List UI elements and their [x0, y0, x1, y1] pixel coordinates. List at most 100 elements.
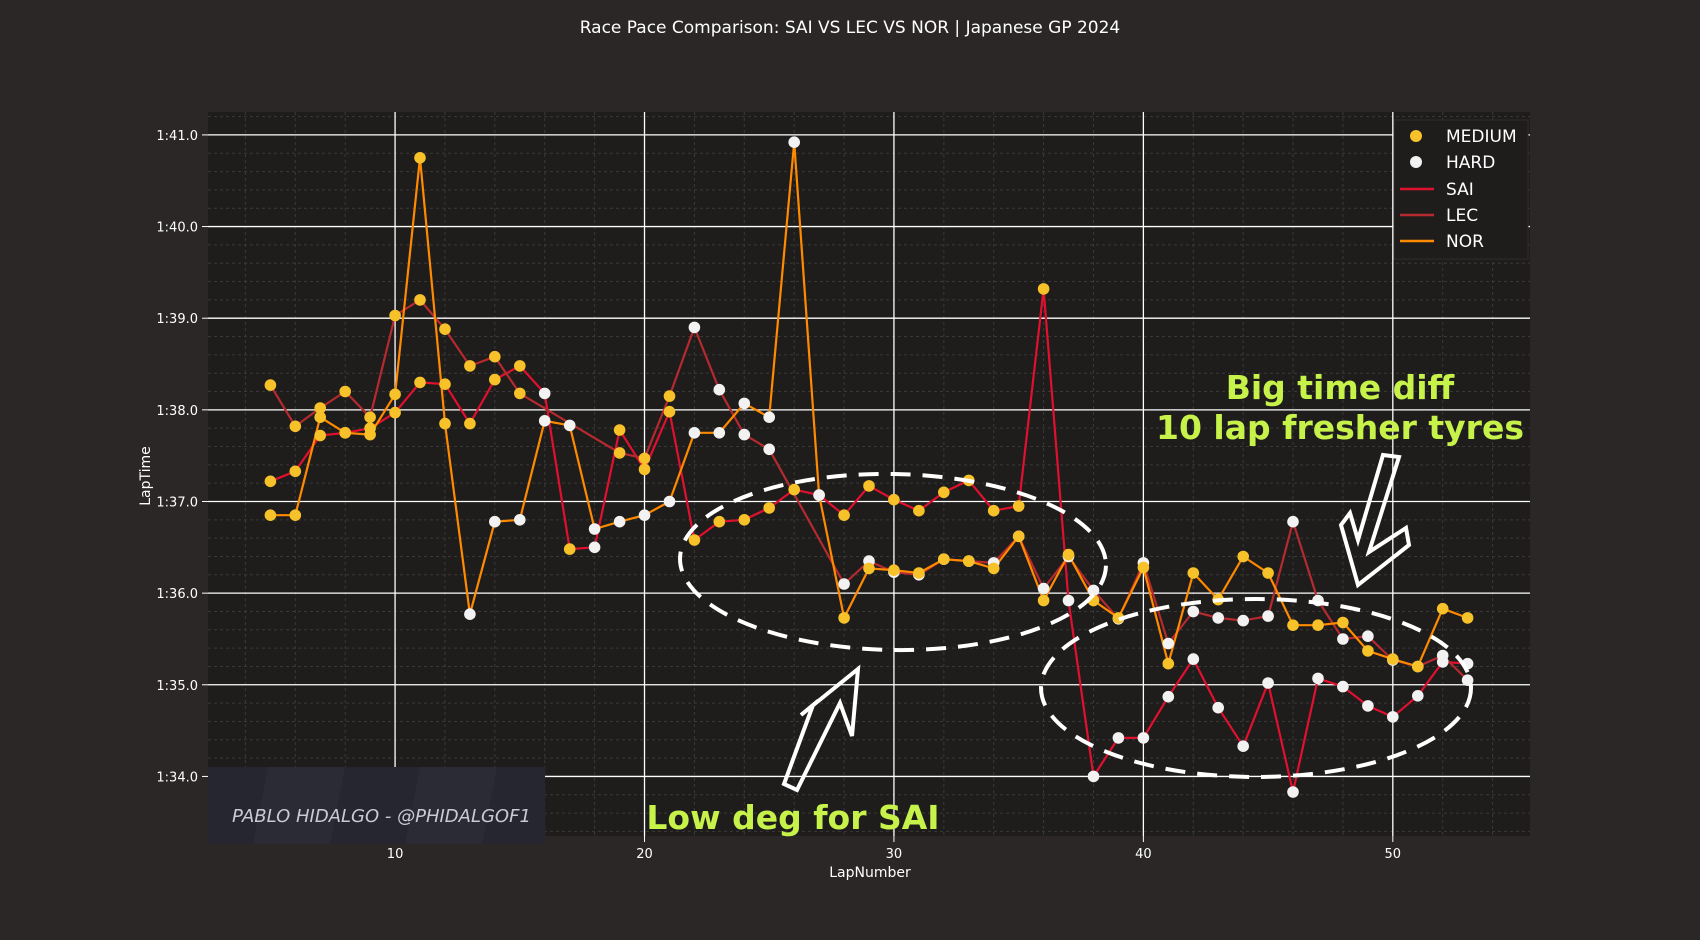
series-points [264, 136, 1474, 798]
lap-point-lec [1262, 610, 1274, 622]
lap-point-nor [289, 509, 302, 521]
lap-point-nor [1312, 619, 1324, 631]
lap-point-lec [514, 387, 526, 400]
lap-point-sai [414, 376, 426, 389]
lap-point-sai [938, 486, 950, 499]
lap-point-nor [1137, 561, 1150, 574]
lap-point-sai [888, 493, 900, 506]
lap-point-lec [464, 360, 476, 372]
watermark: PABLO HIDALGO - @PHIDALGOF1 [208, 767, 545, 844]
lap-point-nor [1262, 567, 1274, 579]
lap-point-nor [613, 515, 626, 528]
lap-point-lec [1187, 605, 1200, 618]
lap-point-lec [489, 350, 501, 363]
lap-point-lec [1287, 515, 1299, 528]
lap-point-sai [838, 509, 850, 521]
low-deg-annotation: Low deg for SAI [646, 798, 939, 837]
lap-point-nor [1162, 657, 1175, 670]
x-tick-label: 40 [1135, 847, 1152, 862]
lap-point-nor [364, 428, 376, 441]
y-tick-label: 1:37.0 [156, 495, 198, 510]
lap-point-nor [987, 562, 1000, 575]
lap-point-sai [1037, 283, 1050, 295]
lap-point-sai [563, 543, 576, 555]
lap-point-sai [1087, 770, 1100, 783]
lap-point-nor [813, 489, 825, 501]
lap-point-sai [1112, 732, 1125, 744]
legend: MEDIUM HARD SAI LEC NOR [1393, 119, 1529, 260]
lap-point-lec [289, 420, 302, 433]
lap-point-sai [788, 483, 800, 496]
lap-point-lec [1237, 614, 1249, 627]
y-tick-label: 1:39.0 [156, 312, 198, 327]
y-tick-label: 1:40.0 [156, 221, 198, 236]
x-tick-label: 10 [387, 847, 404, 862]
lap-point-lec [1436, 649, 1449, 662]
lap-point-sai [1387, 711, 1399, 723]
lap-point-lec [364, 411, 376, 424]
big-time-line1: Big time diff [1226, 368, 1456, 407]
lap-point-lec [1337, 633, 1349, 645]
lap-point-lec [314, 402, 327, 414]
lap-point-sai [638, 463, 651, 476]
low-deg-ellipse [678, 471, 1108, 653]
legend-sai-label: SAI [1446, 180, 1474, 200]
lap-point-lec [663, 390, 676, 402]
lap-point-nor [464, 608, 476, 620]
lap-point-nor [389, 388, 401, 401]
lap-point-lec [713, 383, 726, 396]
lap-point-nor [264, 509, 277, 521]
watermark-stripe [253, 767, 345, 844]
lap-point-sai [1262, 677, 1274, 689]
lap-point-lec [264, 379, 277, 391]
fresher-tyres-ellipse [1039, 597, 1473, 779]
y-tick-label: 1:34.0 [156, 770, 198, 785]
lap-point-nor [1387, 653, 1399, 665]
legend-hard-marker [1410, 156, 1422, 168]
lap-point-nor [1187, 567, 1200, 579]
axis-ticks: 10 20 30 40 50 1:34.0 1:35.0 1:36.0 1:37.0 1:38.0… [156, 129, 1401, 862]
lap-point-sai [1212, 701, 1224, 714]
legend-hard-label: HARD [1446, 153, 1495, 173]
lap-point-sai [1337, 680, 1349, 693]
lap-point-nor [863, 562, 875, 575]
lap-point-lec [1362, 630, 1374, 642]
lap-point-sai [913, 504, 925, 517]
lap-point-sai [713, 515, 726, 528]
lap-point-nor [888, 564, 900, 576]
lap-point-sai [1237, 740, 1249, 752]
fresher-tyres-arrow-icon [1338, 452, 1412, 589]
lap-point-nor [938, 553, 950, 565]
lap-point-nor [1037, 594, 1050, 607]
lap-point-lec [1212, 612, 1224, 624]
y-tick-label: 1:38.0 [156, 404, 198, 419]
lap-point-sai [613, 424, 626, 436]
x-axis-label: LapNumber [829, 865, 911, 881]
lap-point-lec [738, 428, 751, 441]
big-time-annotation: Big time diff 10 lap fresher tyres [1156, 368, 1524, 447]
lap-point-lec [339, 385, 352, 398]
lap-point-nor [563, 419, 576, 432]
lap-point-sai [987, 504, 1000, 517]
lap-point-sai [1162, 690, 1175, 703]
lap-point-sai [1287, 786, 1299, 798]
lap-point-sai [489, 373, 501, 386]
x-tick-label: 20 [636, 847, 653, 862]
lap-point-lec [1087, 584, 1100, 597]
watermark-text: PABLO HIDALGO - @PHIDALGOF1 [232, 806, 531, 827]
lap-point-nor [414, 152, 426, 164]
legend-lec-label: LEC [1446, 206, 1478, 226]
lap-point-lec [389, 309, 401, 322]
lap-point-nor [913, 567, 925, 579]
lap-point-nor [738, 397, 751, 410]
lap-point-sai [1412, 690, 1424, 702]
x-tick-label: 50 [1385, 847, 1402, 862]
y-tick-label: 1:41.0 [156, 129, 198, 144]
lap-point-lec [838, 578, 850, 590]
lap-point-lec [613, 447, 626, 459]
lap-point-nor [1461, 612, 1474, 624]
x-tick-label: 30 [886, 847, 903, 862]
lap-point-sai [289, 465, 302, 478]
lap-point-nor [538, 415, 551, 427]
